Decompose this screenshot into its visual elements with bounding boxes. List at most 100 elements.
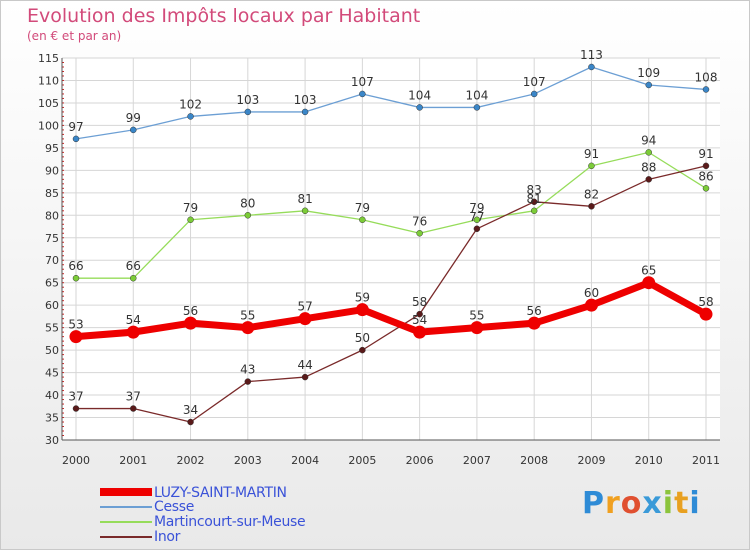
x-tick-label: 2004 [291,454,319,467]
data-point [301,207,309,215]
data-label: 34 [183,403,198,417]
logo-letter: o [620,486,643,521]
data-label: 60 [584,286,599,300]
y-tick-label: 30 [45,434,59,447]
chart-subtitle: (en € et par an) [27,29,122,43]
y-tick-label: 35 [45,412,59,425]
data-label: 79 [183,201,198,215]
data-label: 50 [355,331,370,345]
data-label: 59 [355,291,370,305]
x-tick-label: 2002 [177,454,205,467]
data-label: 37 [68,390,83,404]
data-point [298,312,312,326]
data-point [588,63,595,71]
x-tick-label: 2010 [635,454,663,467]
data-point [588,203,595,210]
legend-label: LUZY-SAINT-MARTIN [154,485,287,501]
y-tick-label: 55 [45,322,59,335]
data-label: 107 [351,75,374,89]
x-tick-label: 2001 [119,454,147,467]
data-point [473,216,481,224]
data-label: 58 [698,295,713,309]
data-label: 43 [240,363,255,377]
data-label: 88 [641,160,656,174]
y-tick-label: 95 [45,142,59,155]
y-tick-label: 115 [38,52,59,65]
data-label: 55 [469,309,484,323]
data-point [359,216,366,224]
data-label: 104 [465,88,488,102]
y-tick-label: 60 [45,299,59,312]
data-label: 77 [469,210,484,224]
y-tick-label: 45 [45,367,59,380]
y-tick-label: 80 [45,209,59,222]
data-label: 65 [641,264,656,278]
data-point [702,185,710,192]
y-tick-label: 110 [38,74,59,87]
proxiti-logo: Proxiti [582,486,701,521]
data-point [473,104,481,111]
y-tick-label: 105 [38,97,59,110]
data-label: 76 [412,214,427,228]
data-point [126,325,140,339]
legend-swatch [100,506,152,508]
data-point [584,298,598,312]
series-line-martincourt-sur-meuse [76,151,707,279]
data-point [130,126,137,134]
data-point [645,81,652,89]
data-point [470,321,484,335]
data-label: 103 [236,93,259,107]
y-tick-label: 90 [45,164,59,177]
data-label: 83 [527,183,542,197]
x-tick-label: 2011 [692,454,720,467]
data-label: 44 [297,358,312,372]
data-point [184,316,198,330]
data-label: 108 [695,70,718,84]
x-tick-label: 2007 [463,454,491,467]
data-point [413,325,427,339]
data-point [241,321,255,335]
data-label: 102 [179,97,202,111]
legend-label: Cesse [154,499,195,515]
data-label: 94 [641,133,656,147]
x-tick-label: 2005 [348,454,376,467]
data-label: 54 [412,313,427,327]
data-point [473,225,481,233]
data-label: 109 [637,66,660,80]
data-label: 81 [527,192,542,206]
series-line-cesse [75,66,707,140]
data-point [72,274,80,282]
data-point [130,274,137,282]
data-point [72,405,80,412]
y-tick-label: 40 [45,389,59,402]
data-point [72,135,80,143]
data-label: 56 [183,304,198,318]
logo-letter: x [642,486,663,521]
logo-letter: t [674,486,690,521]
data-point [359,90,366,98]
data-point [301,373,309,381]
data-label: 79 [469,201,484,215]
x-tick-label: 2006 [406,454,434,467]
data-point [187,418,194,426]
data-label: 58 [412,295,427,309]
data-label: 54 [126,313,141,327]
data-label: 80 [240,196,255,210]
data-point [416,104,423,111]
data-point [530,90,538,98]
data-point [416,230,423,237]
data-label: 57 [297,300,312,314]
logo-letter: P [582,486,605,521]
data-point [355,303,369,317]
data-point [642,276,656,290]
plot-area [62,58,720,440]
legend-swatch [100,536,152,538]
data-point [187,216,194,224]
data-point [645,176,652,183]
legend-swatch [100,488,152,496]
data-point [527,316,541,330]
data-label: 103 [294,93,317,107]
x-tick-label: 2009 [577,454,605,467]
logo-letter: r [605,486,621,521]
